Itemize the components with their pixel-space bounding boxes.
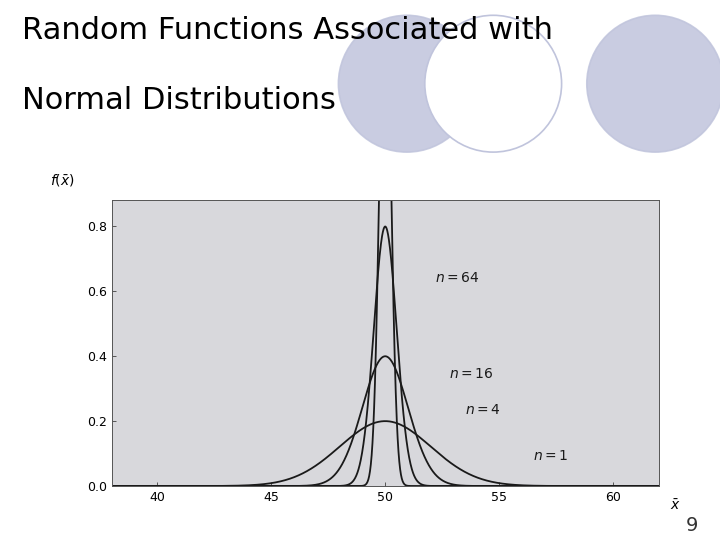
Text: $n = 16$: $n = 16$ [449, 367, 494, 381]
Text: $n = 4$: $n = 4$ [465, 403, 501, 416]
Text: $n = 64$: $n = 64$ [436, 271, 480, 285]
Text: $n = 1$: $n = 1$ [534, 449, 569, 463]
Text: $f(\bar{x})$: $f(\bar{x})$ [50, 172, 75, 188]
Text: Normal Distributions: Normal Distributions [22, 86, 336, 116]
Text: 9: 9 [686, 516, 698, 535]
Text: $\bar{x}$: $\bar{x}$ [670, 498, 680, 514]
Text: Random Functions Associated with: Random Functions Associated with [22, 16, 553, 45]
